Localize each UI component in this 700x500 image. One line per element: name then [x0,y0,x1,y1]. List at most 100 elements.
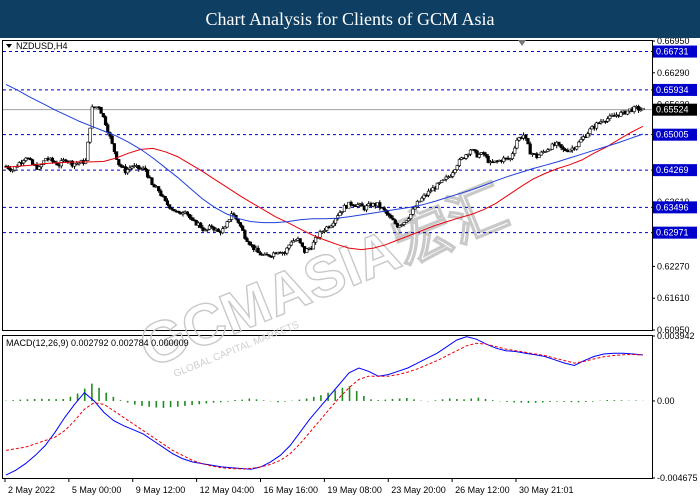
candle-body [356,204,360,207]
candle-body [563,149,568,152]
candle-body [424,194,428,197]
level-label: 0.62971 [656,228,689,238]
level-label: 0.66731 [656,47,689,57]
chevron-down-icon[interactable] [6,44,12,48]
candle-body [103,116,108,126]
candle-body [561,147,565,150]
x-tick-label: 30 May 21:01 [519,485,574,495]
price-y-axis: 0.669500.662900.656300.649500.642900.636… [652,38,697,335]
candle-body [298,238,302,243]
candle-body [437,182,442,184]
candle-body [210,225,214,228]
candle-body [559,144,563,148]
candle-body [351,204,355,206]
candle-body [435,182,439,190]
candle-body [168,204,172,209]
candle-body [586,133,590,138]
candle-body [101,113,105,117]
candle-body [398,225,402,228]
candle-body [539,151,543,156]
candle-body [440,179,444,183]
candle-body [221,228,225,234]
candle-body [157,186,161,192]
macd-y-tick-label: 0.003942 [657,331,695,341]
symbol-label: NZDUSD,H4 [16,41,68,51]
candle-body [619,112,623,117]
candle-body [409,214,413,220]
x-tick-label: 2 May 2022 [8,485,55,495]
candle-body [126,169,130,174]
macd-header: MACD(12,26,9) 0.002792 0.002784 0.000009 [6,338,189,348]
candle-body [223,226,227,230]
candle-body [320,231,324,233]
candle-body [187,214,192,218]
level-label-bg [653,83,697,96]
level-label-bg [653,128,697,141]
candle-body [190,217,194,221]
shift-marker-icon [518,40,526,46]
candle-body [400,224,404,226]
candle-body [172,209,176,212]
candle-body [112,143,116,152]
candle-body [486,155,490,163]
candle-body [575,146,579,150]
candle-body [448,176,453,178]
candle-body [170,207,174,210]
candle-body [338,212,342,216]
candle-body [50,157,55,162]
candle-body [579,139,583,143]
candle-body [8,168,13,171]
candle-body [347,201,351,209]
candle-body [42,160,46,165]
candle-body [413,206,417,210]
candle-body [603,120,607,123]
candle-body [106,124,110,133]
candle-body [199,222,203,228]
candle-body [30,159,35,165]
candle-body [143,167,147,171]
candle-body [340,211,344,213]
candle-body [159,190,163,196]
candle-body [59,160,63,167]
candle-body [37,166,41,170]
candle-body [77,162,81,165]
x-tick-label: 16 May 16:00 [264,485,319,495]
price-layer [3,51,652,260]
candle-body [300,242,304,247]
candle-body [482,152,486,155]
candle-body [267,254,271,257]
candle-body [382,207,386,211]
candle-body [444,176,448,180]
candle-body [557,141,561,145]
price-panel-frame [2,40,653,331]
candle-body [165,200,170,205]
candle-body [72,163,77,167]
chart-area: GCMASIA宏汇 GLOBAL CAPITAL MARKETS NZDUSD,… [2,38,698,495]
candle-body [114,151,119,160]
candle-body [581,136,585,140]
candle-body [285,247,289,254]
candle-body [181,212,185,215]
candle-body [641,107,645,111]
candle-body [130,166,134,169]
x-tick-label: 12 May 04:00 [200,485,255,495]
x-tick-label: 26 May 12:00 [455,485,510,495]
candle-body [349,201,353,205]
candle-body [128,167,132,170]
candle-body [247,241,251,245]
y-tick-label: 0.62270 [657,261,690,271]
candle-body [393,219,397,224]
candle-body [245,238,249,242]
candle-body [526,138,530,145]
candle-body [137,165,141,170]
candle-body [236,218,240,223]
candle-body [243,230,247,239]
candle-body [451,172,455,177]
candle-body [513,147,517,154]
y-tick-label: 0.60950 [657,325,690,335]
x-tick-label: 5 May 00:00 [72,485,122,495]
candle-body [455,165,459,171]
candle-body [232,213,236,216]
macd-y-tick-label: 0.00 [657,396,675,406]
macd-y-tick-label: -0.004675 [657,473,698,483]
